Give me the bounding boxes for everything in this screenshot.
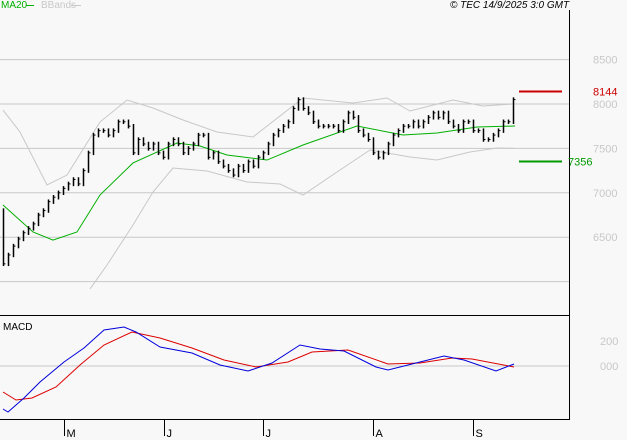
price-axis-label: 8500: [593, 55, 617, 67]
price-axis-label: 6500: [593, 232, 617, 244]
x-axis-label: A: [376, 428, 384, 440]
macd-title: MACD: [3, 322, 32, 333]
price-axis-label: 7000: [593, 188, 617, 200]
legend-ma20-swatch: [26, 5, 34, 6]
copyright: © TEC 14/9/2025 3:0 GMT: [450, 0, 570, 11]
legend-bbands-swatch: [71, 5, 81, 6]
macd-axis-label: 000: [600, 361, 618, 373]
price-bars: [2, 97, 516, 267]
x-axis-label: J: [266, 428, 272, 440]
legend-ma20: MA20: [1, 0, 28, 11]
level-label: 7356: [568, 157, 592, 169]
price-axis-label: 8000: [593, 99, 617, 111]
legend-bbands: BBands: [41, 0, 77, 11]
level-label: 8144: [593, 87, 617, 99]
x-axis-label: M: [67, 428, 76, 440]
bband-upper-line: [2, 97, 514, 186]
ma20-line: [2, 125, 516, 241]
macd-axis-label: 200: [600, 336, 618, 348]
x-axis-label: S: [476, 428, 483, 440]
x-axis-label: J: [167, 428, 173, 440]
price-axis-label: 7500: [593, 143, 617, 155]
macd-line: [2, 326, 515, 413]
bband-lower-line: [89, 147, 516, 290]
macd-signal-line: [2, 331, 515, 401]
